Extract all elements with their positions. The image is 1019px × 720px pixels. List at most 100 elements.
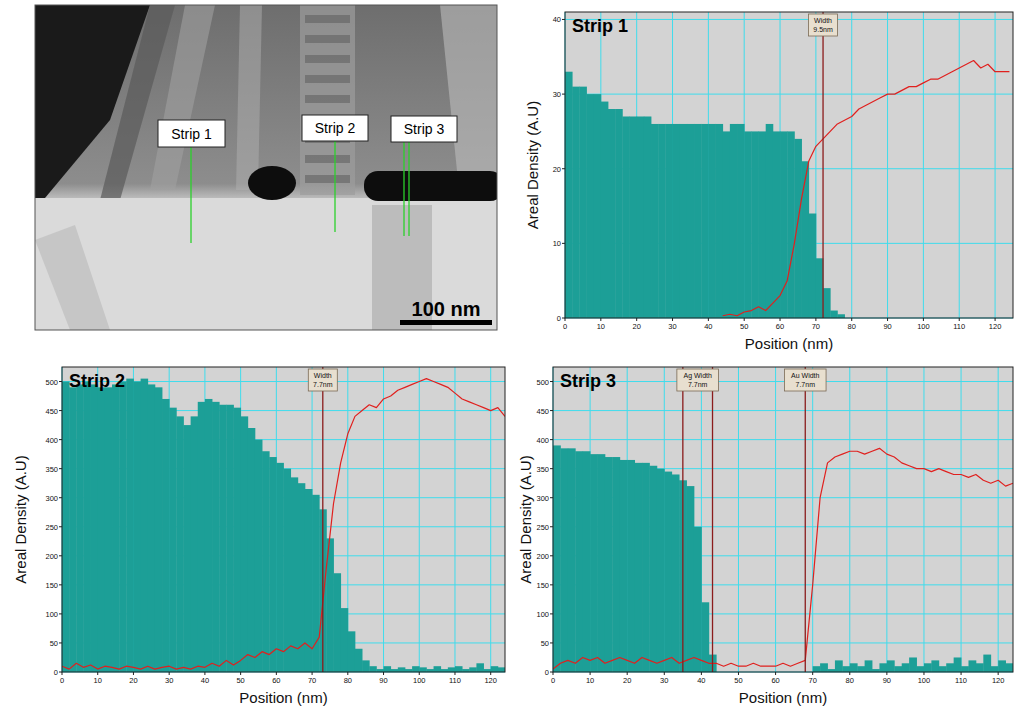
profile-bar <box>1006 663 1013 672</box>
profile-bar <box>583 451 591 672</box>
y-tick-label: 100 <box>45 610 58 619</box>
y-tick <box>59 468 62 469</box>
plot-frame <box>62 367 505 672</box>
band-texture <box>305 35 350 43</box>
stripe <box>150 5 215 190</box>
profile-bar <box>627 460 635 672</box>
strip-line <box>403 141 404 236</box>
x-tick <box>701 672 702 675</box>
profile-bar <box>553 445 561 672</box>
annotations: Width7.7nm <box>308 369 337 391</box>
grid-line <box>923 12 924 318</box>
width-label: Au Width <box>791 372 820 379</box>
profile-bar <box>605 457 613 672</box>
x-tick-label: 100 <box>918 676 931 685</box>
profile-bar <box>276 463 284 672</box>
band-texture <box>305 15 350 23</box>
x-tick <box>276 672 277 675</box>
profile-bar <box>850 663 858 672</box>
profile-bar <box>148 384 156 672</box>
y-tick-label: 450 <box>536 407 549 416</box>
particle <box>248 166 296 200</box>
width-label-box <box>809 14 838 36</box>
profile-bar <box>976 663 984 672</box>
profile-bar <box>348 631 356 672</box>
band-texture <box>305 175 350 183</box>
y-tick-label: 500 <box>536 378 549 387</box>
profile-bar <box>879 663 887 672</box>
profile-bar <box>687 486 695 672</box>
x-tick-label: 90 <box>379 676 387 685</box>
y-tick <box>550 672 553 673</box>
grid-line <box>565 94 1013 95</box>
plot-background <box>62 367 505 672</box>
profile-bar <box>766 124 774 318</box>
x-tick <box>419 672 420 675</box>
width-label-box <box>784 369 826 391</box>
y-tick <box>59 613 62 614</box>
profile-bar <box>455 666 463 672</box>
x-tick-label: 10 <box>94 676 102 685</box>
profile-bar <box>205 399 213 672</box>
x-tick <box>627 672 628 675</box>
profile-bar <box>615 109 623 318</box>
x-tick-label: 30 <box>165 676 173 685</box>
profile-bar <box>476 663 484 672</box>
profile-bar <box>630 116 638 318</box>
x-tick-label: 70 <box>308 676 316 685</box>
y-tick-label: 100 <box>536 610 549 619</box>
x-tick-label: 80 <box>848 322 856 331</box>
y-tick-label: 450 <box>45 407 58 416</box>
grid-line <box>961 367 962 672</box>
strip-line <box>190 147 191 243</box>
profile-bar <box>191 416 199 672</box>
y-tick-label: 150 <box>536 581 549 590</box>
width-marker <box>805 367 806 672</box>
profile-bar <box>968 660 976 672</box>
width-label: Ag Width <box>683 372 712 380</box>
x-tick-label: 80 <box>344 676 352 685</box>
profile-bar <box>587 94 595 318</box>
y-tick-label: 150 <box>45 581 58 590</box>
y-tick-label: 200 <box>536 552 549 561</box>
x-tick-label: 50 <box>236 676 244 685</box>
profile-bar <box>664 472 672 672</box>
grid-line <box>738 367 739 672</box>
profile-line <box>723 61 1010 316</box>
width-label: 7.7nm <box>688 381 708 388</box>
grid-line <box>553 410 1013 411</box>
x-tick <box>454 672 455 675</box>
x-tick <box>887 318 888 321</box>
y-tick <box>59 584 62 585</box>
y-axis-title: Areal Density (A.U) <box>524 101 541 229</box>
x-tick-label: 0 <box>551 676 555 685</box>
data-group <box>553 367 1013 672</box>
x-tick-label: 110 <box>953 322 965 331</box>
profile-bar <box>598 454 606 672</box>
profile-bar <box>126 379 134 672</box>
y-tick-label: 50 <box>50 639 58 648</box>
profile-bar <box>637 116 645 318</box>
y-tick-label: 30 <box>553 90 561 99</box>
width-marker <box>682 367 683 672</box>
x-tick-label: 30 <box>660 676 668 685</box>
y-tick-label: 200 <box>45 552 58 561</box>
substrate-streak <box>35 225 110 330</box>
y-tick-label: 400 <box>45 436 58 445</box>
y-tick-label: 500 <box>45 378 58 387</box>
x-tick-label: 30 <box>668 322 676 331</box>
x-tick-label: 10 <box>597 322 605 331</box>
profile-bar <box>491 666 499 672</box>
annotations: Width9.5nm <box>809 14 838 36</box>
strip-label-box <box>391 116 457 142</box>
x-tick <box>240 672 241 675</box>
profile-bar <box>369 666 377 672</box>
profile-bar <box>169 408 177 672</box>
profile-bar <box>162 399 170 672</box>
profile-bar <box>291 477 299 672</box>
y-tick <box>550 526 553 527</box>
profile-bar <box>820 663 828 672</box>
y-tick <box>59 381 62 382</box>
profile-bar <box>708 124 716 318</box>
y-tick-label: 40 <box>553 15 561 24</box>
